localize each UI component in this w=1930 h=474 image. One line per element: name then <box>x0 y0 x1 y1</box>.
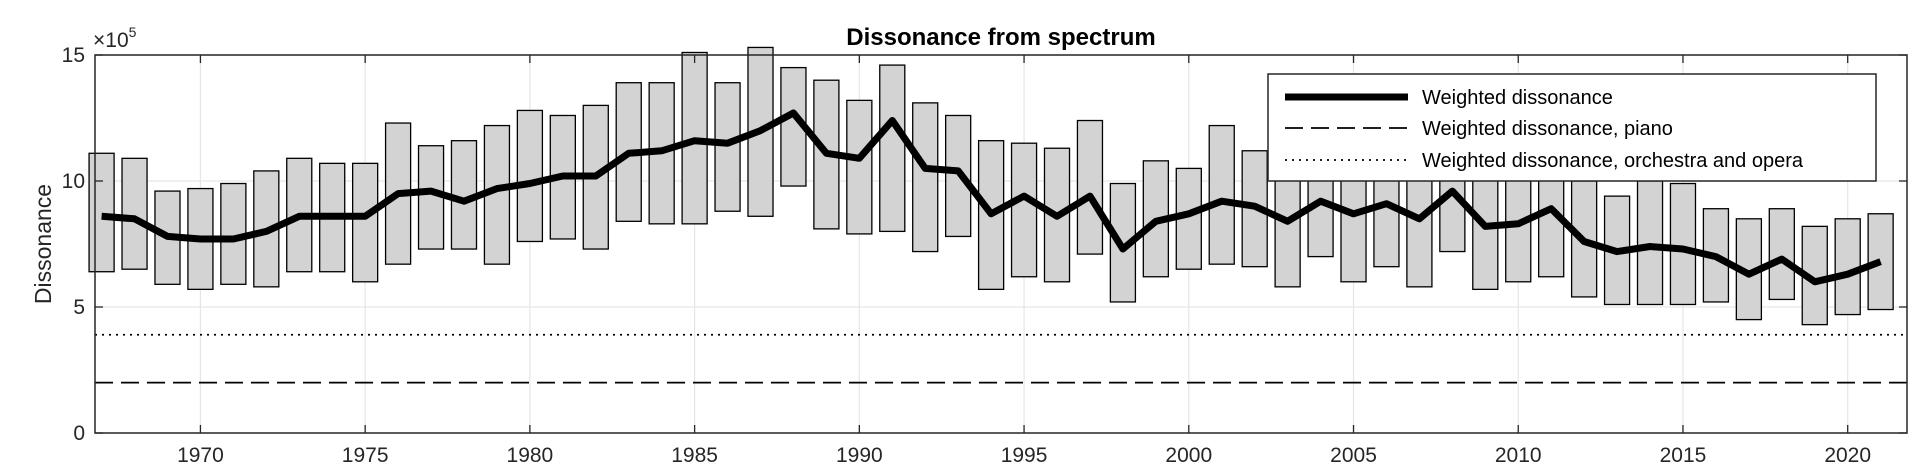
y-tick-label: 5 <box>73 296 85 319</box>
plot-frame <box>94 54 1908 434</box>
tick-labels: 1970 1975 1980 1985 1990 1995 2000 2005 2010 2015… <box>62 44 1871 467</box>
range-box <box>1768 208 1795 301</box>
y-tick-label: 10 <box>62 170 85 193</box>
range-box <box>1208 124 1235 265</box>
svg-text:×105: ×105 <box>93 24 137 52</box>
y-multiplier-exponent: 5 <box>129 24 137 40</box>
range-box <box>912 102 939 253</box>
x-tick-label: 2005 <box>1330 444 1377 467</box>
x-tick-label: 2010 <box>1495 444 1542 467</box>
range-box <box>88 152 115 273</box>
legend-label-weighted: Weighted dissonance <box>1422 87 1613 109</box>
y-axis-label: Dissonance <box>30 184 56 304</box>
range-box <box>1669 182 1697 306</box>
x-tick-label: 1980 <box>507 444 554 467</box>
range-box <box>1636 180 1664 306</box>
x-tick-label: 2015 <box>1660 444 1707 467</box>
x-tick-label: 2020 <box>1824 444 1871 467</box>
x-tick-label: 1995 <box>1001 444 1048 467</box>
x-tick-label: 1970 <box>177 444 224 467</box>
axes <box>94 54 1908 434</box>
range-box <box>516 109 544 243</box>
chart-title: Dissonance from spectrum <box>846 24 1155 51</box>
legend: Weighted dissonance Weighted dissonance,… <box>1267 73 1877 182</box>
reference-lines <box>95 333 1907 384</box>
range-box <box>714 82 741 212</box>
x-tick-label: 2000 <box>1165 444 1212 467</box>
weighted-dissonance-line <box>101 109 1882 286</box>
y-tick-label: 15 <box>62 44 85 67</box>
range-box <box>351 162 379 283</box>
x-tick-label: 1985 <box>671 444 718 467</box>
range-box <box>121 157 148 270</box>
y-tick-label: 0 <box>73 422 85 445</box>
range-box <box>1076 119 1104 255</box>
legend-label-piano: Weighted dissonance, piano <box>1422 118 1673 140</box>
x-tick-label: 1990 <box>836 444 883 467</box>
range-box <box>1834 218 1861 316</box>
legend-label-orchestra: Weighted dissonance, orchestra and opera <box>1422 150 1804 172</box>
x-tick-label: 1975 <box>342 444 389 467</box>
y-multiplier-base: ×10 <box>93 29 129 52</box>
range-box <box>879 64 906 233</box>
range-box <box>846 99 873 235</box>
range-box <box>1867 213 1894 311</box>
y-multiplier: ×105 <box>93 24 137 52</box>
weighted-dissonance-series <box>101 109 1882 286</box>
range-box <box>1010 142 1038 278</box>
